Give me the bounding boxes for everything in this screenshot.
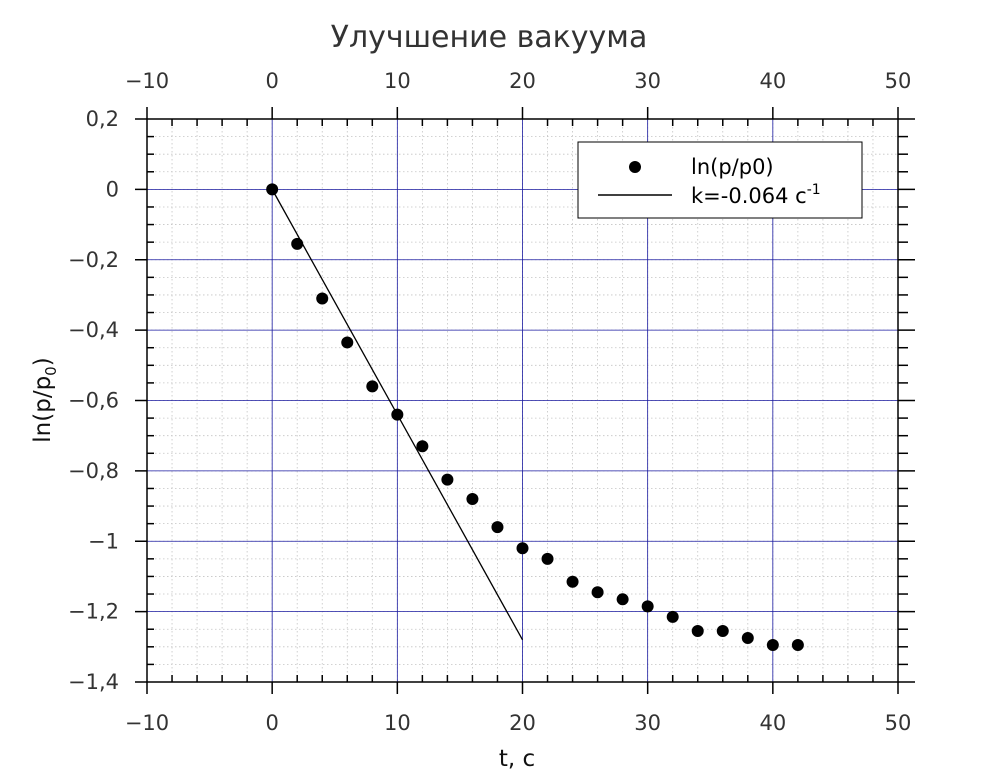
legend-box (577, 141, 863, 219)
data-point (291, 237, 304, 250)
y-axis-label-main: ln(p/p (30, 376, 56, 443)
data-point (541, 552, 554, 565)
x-tick-label-top: 40 (759, 69, 786, 93)
legend-label-points: ln(p/p0) (691, 155, 774, 179)
series-layer (266, 183, 804, 652)
data-point (516, 542, 529, 555)
data-point (316, 292, 329, 305)
y-axis-label-close: ) (30, 357, 56, 366)
data-point (341, 336, 354, 349)
data-point (616, 593, 629, 606)
data-point (591, 586, 604, 599)
x-tick-label-top: −10 (125, 69, 169, 93)
data-point (741, 632, 754, 645)
data-point (366, 380, 379, 393)
legend-label-fit-main: k=-0.064 с (691, 184, 807, 208)
x-tick-label-top: 0 (265, 69, 278, 93)
y-tick-label: −1,2 (68, 600, 119, 624)
y-tick-label: −1 (88, 529, 119, 553)
x-tick-label-bottom: 0 (265, 711, 278, 735)
data-point (641, 600, 654, 613)
tick-marks (135, 107, 915, 694)
data-point (491, 521, 504, 534)
y-axis-label-subscript: 0 (42, 366, 60, 376)
plot-frame (146, 118, 899, 683)
legend-marker-points (629, 161, 641, 173)
x-tick-label-bottom: −10 (125, 711, 169, 735)
y-tick-label: −0,6 (68, 389, 119, 413)
x-tick-label-top: 20 (509, 69, 536, 93)
x-tick-label-bottom: 20 (509, 711, 536, 735)
data-point (391, 408, 404, 421)
tick-labels: −10 −10 0 0 10 10 20 20 30 30 40 40 50 50 0,2 0 −0,2 −0,4… (68, 69, 911, 735)
data-point (566, 575, 579, 588)
x-tick-label-bottom: 10 (384, 711, 411, 735)
chart-title: Улучшение вакуума (331, 20, 648, 55)
data-point (716, 624, 729, 637)
y-tick-label: 0 (106, 177, 119, 201)
x-tick-label-top: 10 (384, 69, 411, 93)
data-point (266, 183, 279, 196)
data-point (666, 610, 679, 623)
data-point (466, 493, 479, 506)
y-tick-label: −0,2 (68, 248, 119, 272)
x-tick-label-bottom: 50 (885, 711, 912, 735)
x-tick-label-top: 30 (634, 69, 661, 93)
y-axis-label: ln(p/p0) (30, 357, 60, 442)
y-tick-label: −0,4 (68, 318, 119, 342)
data-point (691, 624, 704, 637)
data-point (441, 473, 454, 486)
x-tick-label-top: 50 (885, 69, 912, 93)
y-tick-label: −0,8 (68, 459, 119, 483)
legend-label-fit: k=-0.064 с-1 (691, 182, 821, 208)
legend: ln(p/p0) k=-0.064 с-1 (577, 141, 863, 219)
x-axis-label: t, с (499, 746, 535, 772)
legend-label-fit-sup: -1 (807, 182, 821, 198)
data-point (416, 440, 429, 453)
y-tick-label: 0,2 (86, 107, 119, 131)
x-tick-label-bottom: 30 (634, 711, 661, 735)
y-tick-label: −1,4 (68, 670, 119, 694)
data-point (791, 639, 804, 652)
x-tick-label-bottom: 40 (759, 711, 786, 735)
data-point (766, 639, 779, 652)
